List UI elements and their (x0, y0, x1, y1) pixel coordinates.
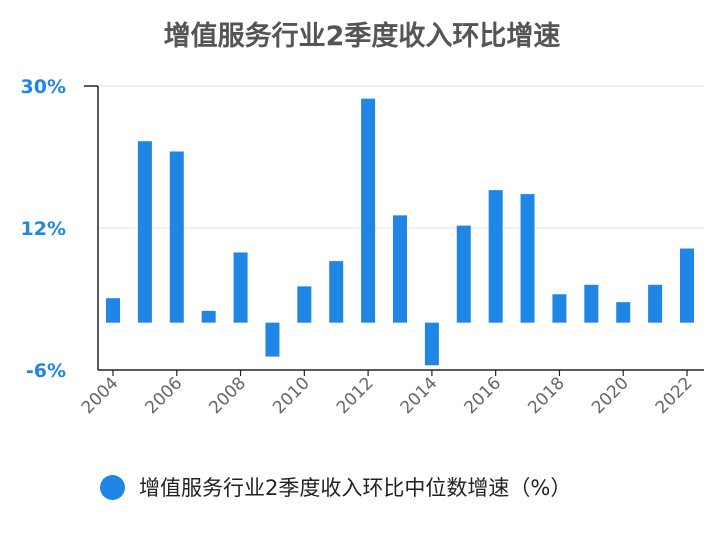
x-tick-label: 2016 (460, 373, 505, 418)
bar-2019[interactable] (584, 284, 599, 323)
bar-2021[interactable] (648, 284, 663, 323)
y-tick-labels: 30% 12% -6% (21, 76, 66, 382)
y-tick-label: -6% (26, 360, 66, 382)
x-tick-label: 2018 (524, 373, 569, 418)
bar-2006[interactable] (169, 151, 184, 323)
bar-2012[interactable] (361, 98, 376, 323)
x-tick-label: 2012 (333, 373, 378, 418)
x-tick-label: 2004 (78, 373, 123, 418)
y-tick-label: 30% (21, 76, 66, 98)
x-tick-label: 2006 (142, 373, 187, 418)
axes (84, 85, 704, 376)
legend[interactable]: 增值服务行业2季度收入环比中位数增速（%） (100, 472, 571, 502)
bar-2008[interactable] (233, 252, 248, 323)
y-tick-label: 12% (21, 218, 66, 240)
bar-2013[interactable] (393, 215, 407, 323)
bar-2020[interactable] (616, 302, 631, 323)
bar-2017[interactable] (520, 194, 535, 323)
bar-2014[interactable] (424, 322, 439, 366)
x-tick-label: 2010 (269, 373, 314, 418)
bar-2007[interactable] (201, 310, 216, 323)
x-tick-label: 2020 (588, 373, 633, 418)
bar-2015[interactable] (456, 225, 471, 323)
x-tick-labels: 2004 2006 2008 2010 2012 2014 2016 2018 2020 2022 (78, 373, 697, 418)
x-tick-label: 2014 (397, 373, 442, 418)
legend-swatch-icon (100, 474, 125, 500)
x-tick-label: 2008 (205, 373, 250, 418)
bar-2018[interactable] (552, 294, 567, 323)
chart-title: 增值服务行业2季度收入环比增速 (163, 21, 561, 52)
legend-label: 增值服务行业2季度收入环比中位数增速（%） (139, 476, 572, 500)
bar-2009[interactable] (265, 322, 280, 357)
bar-2016[interactable] (488, 190, 503, 323)
bar-2004[interactable] (106, 298, 120, 323)
x-tick-label: 2022 (652, 373, 697, 418)
bar-2005[interactable] (137, 141, 152, 323)
bar-2011[interactable] (329, 261, 344, 323)
bar-2022[interactable] (680, 248, 694, 323)
bar-2010[interactable] (297, 286, 312, 323)
bars (106, 98, 694, 366)
gridlines (98, 85, 704, 229)
